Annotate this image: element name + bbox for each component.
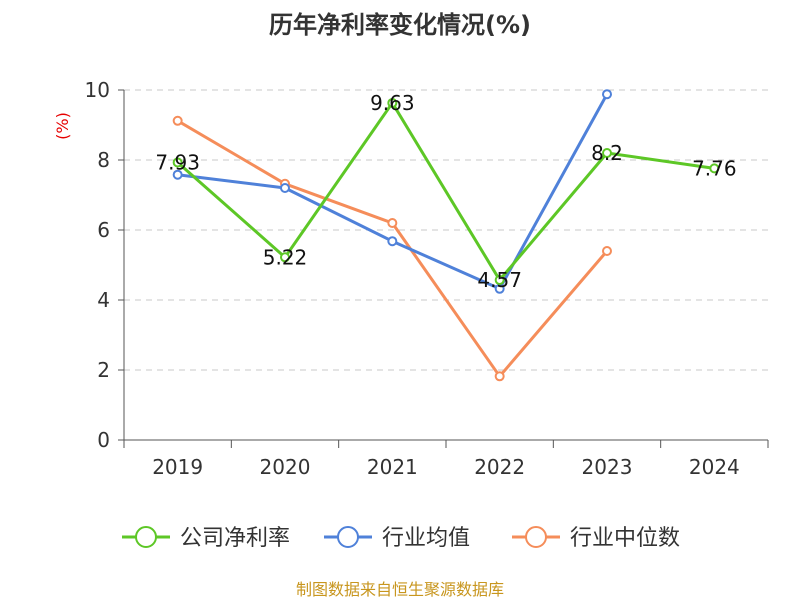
series-point-2[interactable] [494, 371, 505, 382]
x-tick-label: 2020 [260, 455, 311, 479]
series-point-1[interactable] [280, 183, 290, 193]
series-point-2[interactable] [172, 115, 183, 126]
y-tick-label: 6 [97, 218, 110, 242]
series-point-2[interactable] [602, 246, 612, 256]
series-point-0[interactable] [602, 148, 612, 158]
data-label: 5.22 [263, 245, 308, 269]
series-line-1 [177, 93, 609, 291]
x-tick-label: 2022 [474, 455, 525, 479]
x-tick-label: 2021 [367, 455, 418, 479]
series-point-0[interactable] [494, 275, 505, 286]
axes: 0 2 4 6 8 10 2019 2020 2021 2022 2023 2024 [85, 78, 769, 479]
data-label: 8.2 [591, 141, 623, 165]
series-point-0[interactable] [280, 252, 290, 263]
y-tick-label: 8 [97, 148, 110, 172]
y-tick-label: 2 [97, 358, 110, 382]
series-line-2 [176, 119, 609, 378]
gridlines [124, 89, 768, 371]
data-label: 4.57 [477, 268, 522, 292]
series-point-0[interactable] [709, 163, 720, 174]
legend[interactable]: 公司净利率 行业均值 行业中位数 [122, 526, 680, 551]
data-label: 9.63 [370, 91, 415, 115]
legend-item-2[interactable]: 行业中位数 [512, 526, 680, 551]
series-point-1[interactable] [387, 236, 398, 247]
series-line-0 [176, 101, 715, 282]
x-tick-label: 2023 [582, 455, 633, 479]
series-point-1[interactable] [602, 89, 612, 100]
legend-item-0[interactable]: 公司净利率 [122, 526, 290, 551]
series-point-1[interactable] [172, 169, 183, 180]
x-tick-label: 2019 [152, 455, 203, 479]
data-label: 7.76 [692, 156, 737, 180]
chart-title: 历年净利率变化情况(%) [269, 11, 531, 39]
series-point-0[interactable] [172, 157, 183, 168]
y-tick-label: 4 [97, 288, 110, 312]
y-tick-label: 0 [97, 428, 110, 452]
legend-marker [337, 526, 359, 548]
y-axis-unit: (%) [53, 112, 72, 140]
series-layer [172, 89, 720, 382]
legend-label: 行业均值 [382, 526, 470, 551]
legend-marker [525, 526, 547, 548]
data-labels: 7.93 5.22 9.63 4.57 8.2 7.76 [155, 91, 736, 292]
legend-label: 行业中位数 [570, 526, 680, 551]
legend-item-1[interactable]: 行业均值 [324, 526, 470, 551]
legend-marker [135, 526, 157, 548]
series-point-2[interactable] [387, 218, 398, 228]
data-label: 7.93 [155, 150, 200, 174]
series-point-0[interactable] [387, 97, 398, 108]
source-note: 制图数据来自恒生聚源数据库 [296, 580, 504, 599]
legend-label: 公司净利率 [180, 526, 290, 551]
y-tick-label: 10 [85, 78, 110, 102]
x-tick-label: 2024 [689, 455, 740, 479]
